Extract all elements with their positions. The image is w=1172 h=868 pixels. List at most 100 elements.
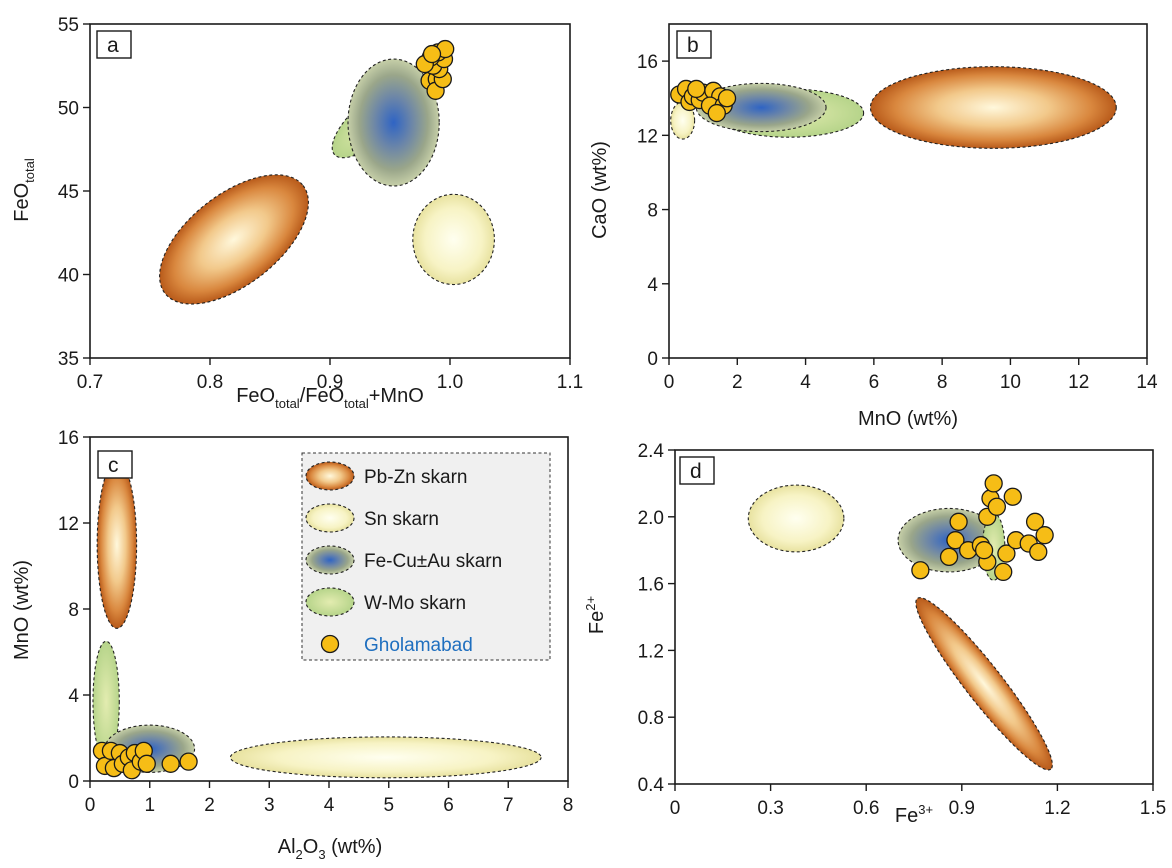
panel-a-field-pb-zn-skarn <box>159 174 309 305</box>
panel-d-xtick-label: 0.9 <box>949 798 975 819</box>
panel-b-xtick-label: 14 <box>1136 372 1158 393</box>
panel-c-ytick-label: 12 <box>58 514 79 535</box>
panel-d-gholamabad-point <box>939 547 959 567</box>
legend-swatch-w-mo-skarn <box>305 587 355 617</box>
panel-b-points <box>670 79 737 123</box>
panel-d-ytick-label: 0.8 <box>638 708 664 729</box>
panel-d-ytick-label: 1.2 <box>638 641 664 662</box>
panel-d-tag: d <box>690 460 702 483</box>
panel-d-tag-box <box>679 456 715 485</box>
panel-b-xlabel: MnO (wt%) <box>858 408 958 430</box>
panel-d-points <box>911 474 1054 582</box>
panel-d-ytick-label: 2.0 <box>638 508 664 529</box>
panel-c-ytick-label: 0 <box>68 772 79 793</box>
panel-c-field-pb-zn-skarn <box>96 460 138 629</box>
panel-a-xtick-label: 0.8 <box>197 372 223 393</box>
panel-c-xtick-label: 0 <box>85 795 96 816</box>
panel-d-field-sn-skarn <box>747 484 845 553</box>
panel-d-gholamabad-point <box>987 497 1007 516</box>
panel-d-gholamabad-point <box>946 531 965 550</box>
panel-c-gholamabad-point <box>137 754 156 773</box>
panel-d-ticks: 0 0.3 0.6 0.9 1.2 1.5 0.4 0.8 1.2 1.6 2.0 2.4 <box>638 441 1167 819</box>
legend-swatch-gholamabad <box>320 634 340 654</box>
legend-label-gholamabad: Gholamabad <box>364 635 473 656</box>
panel-d-xlabel: Fe3+ <box>895 802 933 827</box>
panel-b-gholamabad-point <box>707 103 726 123</box>
legend-label-fe-cu-au-skarn: Fe-Cu±Au skarn <box>364 551 502 572</box>
panel-a-xtick-label: 0.9 <box>317 372 343 393</box>
panel-d: 0 0.3 0.6 0.9 1.2 1.5 0.4 0.8 1.2 1.6 2.0 2.4 d Fe3… <box>583 441 1166 827</box>
panel-b-ytick-label: 4 <box>647 275 658 296</box>
panel-b-tag: b <box>687 34 699 57</box>
panel-c-ytick-label: 16 <box>58 428 79 449</box>
panel-d-xtick-label: 0 <box>670 798 681 819</box>
panel-d-gholamabad-point <box>997 544 1016 563</box>
panel-c-xtick-label: 3 <box>264 795 275 816</box>
panel-c-tag-box <box>97 450 133 479</box>
panel-d-gholamabad-point <box>1025 512 1045 531</box>
panel-d-gholamabad-point <box>911 561 930 580</box>
panel-d-field-pb-zn-skarn <box>915 597 1053 771</box>
panel-a-ticks: 0.7 0.8 0.9 1.0 1.1 35 40 45 50 55 <box>58 15 583 393</box>
panel-d-fields <box>747 484 1053 771</box>
legend-swatch-sn-skarn <box>305 503 355 533</box>
panel-b-xtick-label: 10 <box>1000 372 1021 393</box>
panel-c-tag: c <box>108 454 119 477</box>
panel-b-field-pb-zn-skarn <box>869 66 1117 149</box>
panel-a-ytick-label: 35 <box>58 349 79 370</box>
panel-a-field-fe-cu-au-skarn <box>347 58 440 187</box>
panel-b-ytick-label: 0 <box>647 349 658 370</box>
panel-c-field-sn-skarn <box>229 736 542 779</box>
panel-b-xtick-label: 8 <box>937 372 948 393</box>
panel-c-field-w-mo-skarn <box>92 640 120 763</box>
panel-d-ytick-label: 2.4 <box>638 441 665 462</box>
panel-d-gholamabad-point <box>949 512 968 531</box>
panel-a-xtick-label: 1.1 <box>557 372 583 393</box>
panel-a-frame <box>89 23 571 359</box>
panel-c-gholamabad-point <box>179 752 198 771</box>
panel-a-ylabel: FeOtotal <box>11 158 37 222</box>
legend-label-w-mo-skarn: W-Mo skarn <box>364 593 466 614</box>
panel-b-ytick-label: 16 <box>637 52 658 73</box>
panel-a-points <box>415 39 455 100</box>
panel-d-xtick-label: 0.3 <box>757 798 783 819</box>
panel-a-ytick-label: 50 <box>58 99 79 120</box>
panel-b-gholamabad-point <box>687 79 706 99</box>
panel-c-ylabel: MnO (wt%) <box>11 560 33 660</box>
panel-a-tag-box <box>96 30 132 59</box>
panel-a-ytick-label: 55 <box>58 15 79 36</box>
panel-b-xtick-label: 0 <box>664 372 675 393</box>
panel-c-gholamabad-point <box>161 754 180 773</box>
panel-c-xtick-label: 4 <box>324 795 335 816</box>
panel-d-gholamabad-point <box>994 562 1013 582</box>
panel-c-xlabel: Al2O3 (wt%) <box>278 836 383 862</box>
panel-b-xtick-label: 2 <box>732 372 743 393</box>
panel-c-xtick-label: 1 <box>144 795 155 816</box>
panel-b-xtick-label: 4 <box>800 372 811 393</box>
panel-a: 0.7 0.8 0.9 1.0 1.1 35 40 45 50 55 a FeOtotal/FeO… <box>11 15 583 411</box>
panel-b: 0 2 4 6 8 10 12 14 0 4 8 12 16 b MnO (wt%) CaO (wt%) <box>589 23 1158 430</box>
panel-b-fields <box>670 66 1117 149</box>
panel-d-gholamabad-point <box>1029 542 1048 562</box>
panel-b-xtick-label: 6 <box>869 372 880 393</box>
panel-c-xtick-label: 5 <box>383 795 394 816</box>
legend-swatch-fe-cu-au-skarn <box>305 545 355 575</box>
panel-b-ticks: 0 2 4 6 8 10 12 14 0 4 8 12 16 <box>637 52 1158 393</box>
panel-b-tag-box <box>676 30 712 59</box>
panel-c-xtick-label: 7 <box>503 795 514 816</box>
panel-a-gholamabad-point <box>422 44 442 64</box>
panel-a-xlabel: FeOtotal/FeOtotal+MnO <box>236 385 424 411</box>
panel-c-ytick-label: 8 <box>68 600 79 621</box>
panel-d-ytick-label: 0.4 <box>638 775 665 796</box>
panel-c-xtick-label: 2 <box>204 795 215 816</box>
panel-c-ytick-label: 4 <box>68 686 79 707</box>
legend-items: Pb-Zn skarn Sn skarn Fe-Cu±Au skarn W-Mo sk… <box>305 461 502 656</box>
panel-c-xtick-label: 8 <box>563 795 574 816</box>
panel-a-ytick-label: 45 <box>58 182 79 203</box>
panel-d-frame <box>674 449 1154 785</box>
panel-b-ytick-label: 12 <box>637 126 658 147</box>
panel-d-ylabel: Fe2+ <box>583 596 608 634</box>
